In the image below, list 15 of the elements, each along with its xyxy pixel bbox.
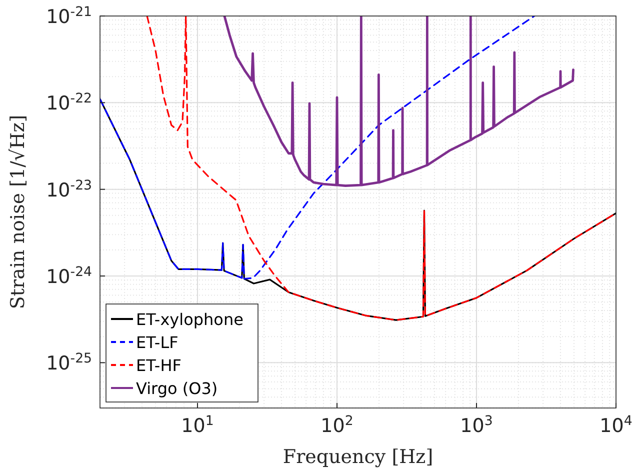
legend-label: Virgo (O3)	[136, 379, 218, 398]
legend-label: ET-xylophone	[136, 310, 244, 329]
y-tick-label: 10$^{-22}$	[46, 91, 92, 115]
y-axis-title: Strain noise [1/√Hz]	[7, 114, 29, 310]
x-axis-title: Frequency [Hz]	[282, 446, 434, 468]
x-tick-label: 10$^{3}$	[460, 414, 493, 437]
y-tick-label: 10$^{-21}$	[46, 4, 92, 28]
x-tick-label: 10$^{1}$	[181, 414, 214, 437]
legend-label: ET-HF	[136, 356, 182, 375]
y-tick-label: 10$^{-23}$	[46, 178, 92, 202]
y-tick-label: 10$^{-24}$	[46, 264, 92, 288]
x-tick-label: 10$^{4}$	[600, 414, 632, 437]
legend-label: ET-LF	[136, 333, 178, 352]
x-tick-label: 10$^{2}$	[320, 414, 354, 437]
y-tick-label: 10$^{-25}$	[46, 351, 92, 375]
